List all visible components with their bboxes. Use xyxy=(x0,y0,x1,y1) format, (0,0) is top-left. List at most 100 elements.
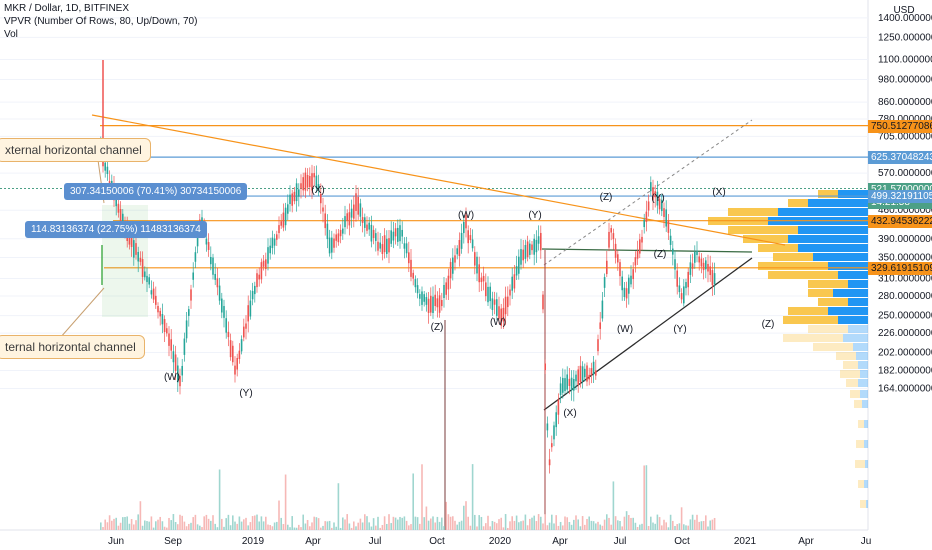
volume-profile-down-bar xyxy=(818,190,838,198)
volume-bar xyxy=(599,524,601,530)
candle-body xyxy=(168,333,170,346)
candle-body xyxy=(218,285,221,301)
candle-body xyxy=(210,256,212,265)
volume-bar xyxy=(689,519,692,530)
price-tag-orange[interactable]: 750.51277086 xyxy=(868,119,932,133)
candle-body xyxy=(335,234,337,241)
volume-bar xyxy=(258,521,260,530)
price-tag-blue[interactable]: 625.37048243 xyxy=(868,151,932,165)
callout-external-channel-top[interactable]: xternal horizontal channel xyxy=(0,138,151,162)
volume-bar xyxy=(698,521,700,530)
candle-body xyxy=(166,328,168,334)
candle-body xyxy=(689,262,692,275)
volume-bar xyxy=(489,526,491,530)
volume-bar xyxy=(661,525,663,530)
price-tag-orange[interactable]: 329.61915109 xyxy=(868,261,932,275)
symbol-title[interactable]: MKR / Dollar, 1D, BITFINEX xyxy=(4,3,130,14)
volume-bar xyxy=(287,524,289,530)
volume-profile-up-bar xyxy=(853,343,868,351)
candle-body xyxy=(518,256,520,274)
callout-external-channel-bottom[interactable]: ternal horizontal channel xyxy=(0,335,145,359)
currency-label: USD xyxy=(893,5,914,16)
candle-body xyxy=(498,306,500,319)
vpvr-indicator-label[interactable]: VPVR (Number Of Rows, 80, Up/Down, 70) xyxy=(4,16,198,27)
candle-body xyxy=(302,177,304,191)
volume-bar xyxy=(641,523,643,530)
candle-body xyxy=(529,243,531,255)
volume-bar xyxy=(386,523,388,530)
volume-bar xyxy=(416,517,419,530)
volume-bar xyxy=(650,516,652,530)
volume-bar xyxy=(157,519,159,530)
volume-bar xyxy=(229,525,232,530)
volume-bar xyxy=(518,522,520,530)
candle-body xyxy=(691,263,694,269)
volume-bar xyxy=(249,522,252,530)
volume-bar xyxy=(709,520,711,530)
candle-body xyxy=(663,208,665,217)
volume-bar xyxy=(441,517,443,530)
volume-bar xyxy=(658,517,661,530)
x-tick-label: Ju xyxy=(861,536,872,547)
volume-bar xyxy=(168,517,170,530)
candle-body xyxy=(447,275,450,290)
candle-body xyxy=(229,340,232,358)
volume-bar xyxy=(190,522,192,530)
volume-bar xyxy=(597,521,599,530)
candle-body xyxy=(284,207,287,226)
volume-bar xyxy=(133,524,135,530)
candle-body xyxy=(654,191,656,198)
volume-bar xyxy=(568,522,571,530)
candle-body xyxy=(487,286,489,303)
volume-bar xyxy=(458,521,461,530)
candle-body xyxy=(595,370,597,376)
candle-body xyxy=(581,366,584,382)
candle-body xyxy=(146,275,148,283)
volume-bar xyxy=(445,501,447,530)
candle-body xyxy=(566,374,568,390)
wave-label: (X) xyxy=(311,185,324,196)
candle-body xyxy=(658,198,661,210)
volume-bar xyxy=(159,516,161,530)
y-tick-label: 980.00000000 xyxy=(878,74,932,85)
volume-bar xyxy=(546,525,549,530)
volume-bar xyxy=(617,520,619,530)
candle-body xyxy=(476,256,478,274)
candle-body xyxy=(159,310,161,317)
volume-bar xyxy=(645,465,648,530)
candle-body xyxy=(394,228,397,237)
volume-indicator-label[interactable]: Vol xyxy=(4,29,18,40)
volume-bar xyxy=(379,527,381,530)
volume-bar xyxy=(247,525,249,530)
measure-label-bottom[interactable]: 114.83136374 (22.75%) 11483136374 xyxy=(25,221,207,238)
measure-label-top[interactable]: 307.34150006 (70.41%) 30734150006 xyxy=(64,183,248,200)
volume-bar xyxy=(331,527,333,530)
volume-bar xyxy=(625,511,628,530)
candle-body xyxy=(685,282,687,289)
candle-body xyxy=(238,350,241,360)
candle-body xyxy=(333,238,335,248)
volume-bar xyxy=(392,516,395,530)
price-tag-orange[interactable]: 432.94536222 xyxy=(868,214,932,228)
candle-body xyxy=(245,323,247,329)
candle-body xyxy=(282,212,285,228)
wave-label: (Z) xyxy=(654,249,667,260)
volume-bar xyxy=(115,517,117,530)
candle-body xyxy=(434,294,436,307)
volume-bar xyxy=(108,515,111,530)
volume-profile-up-bar xyxy=(798,244,868,252)
price-tag-blue[interactable]: 499.32191105 xyxy=(868,190,932,204)
volume-bar xyxy=(148,521,150,530)
volume-bar xyxy=(201,527,203,530)
volume-bar xyxy=(383,516,386,530)
volume-bar xyxy=(652,522,654,530)
candle-body xyxy=(513,274,516,289)
volume-bar xyxy=(531,517,533,530)
volume-profile-up-bar xyxy=(856,352,868,360)
volume-bar xyxy=(152,527,155,530)
candle-body xyxy=(436,298,439,308)
volume-bar xyxy=(410,524,412,530)
candle-body xyxy=(161,314,164,325)
volume-profile-down-bar xyxy=(813,343,853,351)
